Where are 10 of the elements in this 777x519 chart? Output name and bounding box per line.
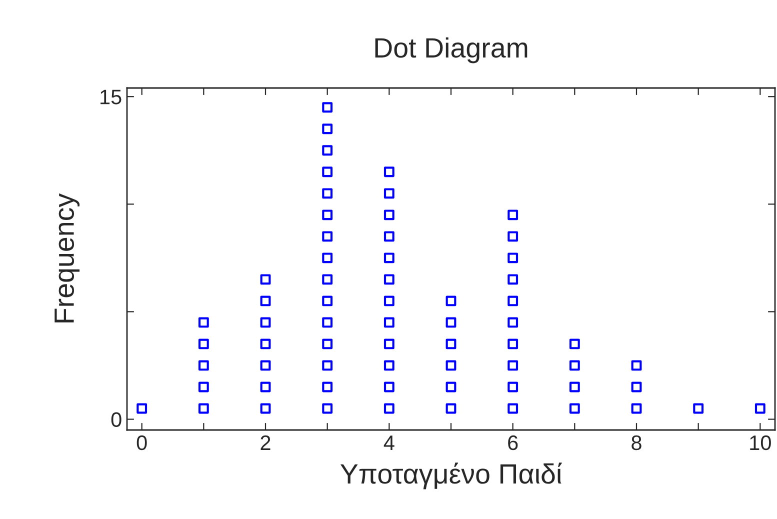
x-tick-label: 4	[384, 436, 394, 450]
x-tick-label: 0	[136, 435, 147, 450]
x-tick-label: 8	[632, 435, 642, 450]
x-tick-label: 10	[750, 435, 771, 450]
y-tick-label: 15	[100, 90, 122, 104]
x-tick-label: 6	[508, 435, 518, 450]
y-axis-title: Frequency	[54, 193, 80, 322]
x-tick-label: 2	[260, 435, 270, 450]
chart-title: Dot Diagram	[375, 37, 528, 64]
x-axis-title: Υποταγμένο Παιδί	[340, 462, 562, 490]
